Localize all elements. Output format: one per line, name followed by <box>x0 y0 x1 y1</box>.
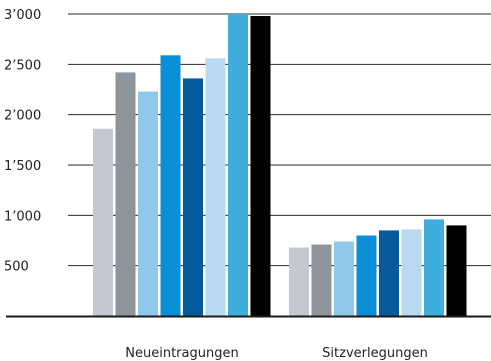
bars <box>93 14 467 317</box>
bar <box>183 78 203 317</box>
y-axis-ticks: 500 1’000 1’500 2’000 2’500 3’000 <box>4 8 41 275</box>
y-tick-label: 2’000 <box>4 109 41 124</box>
bar <box>424 219 444 316</box>
bar <box>446 225 467 316</box>
bar <box>205 58 226 317</box>
bar <box>401 229 422 316</box>
bar <box>138 91 158 316</box>
bar <box>379 230 399 316</box>
category-label-neueintragungen: Neueintragungen <box>125 346 238 361</box>
y-tick-label: 3’000 <box>4 8 41 23</box>
bar <box>115 72 136 317</box>
bar <box>356 235 377 316</box>
y-tick-label: 500 <box>4 260 29 275</box>
y-tick-label: 2’500 <box>4 58 41 73</box>
bar <box>311 244 332 316</box>
bar <box>160 55 181 317</box>
y-tick-label: 1’500 <box>4 159 41 174</box>
bar <box>250 16 271 316</box>
bar <box>228 14 248 316</box>
bar <box>289 247 309 316</box>
category-label-sitzverlegungen: Sitzverlegungen <box>322 346 428 361</box>
bar <box>93 128 113 316</box>
bar <box>334 241 354 316</box>
y-tick-label: 1’000 <box>4 209 41 224</box>
